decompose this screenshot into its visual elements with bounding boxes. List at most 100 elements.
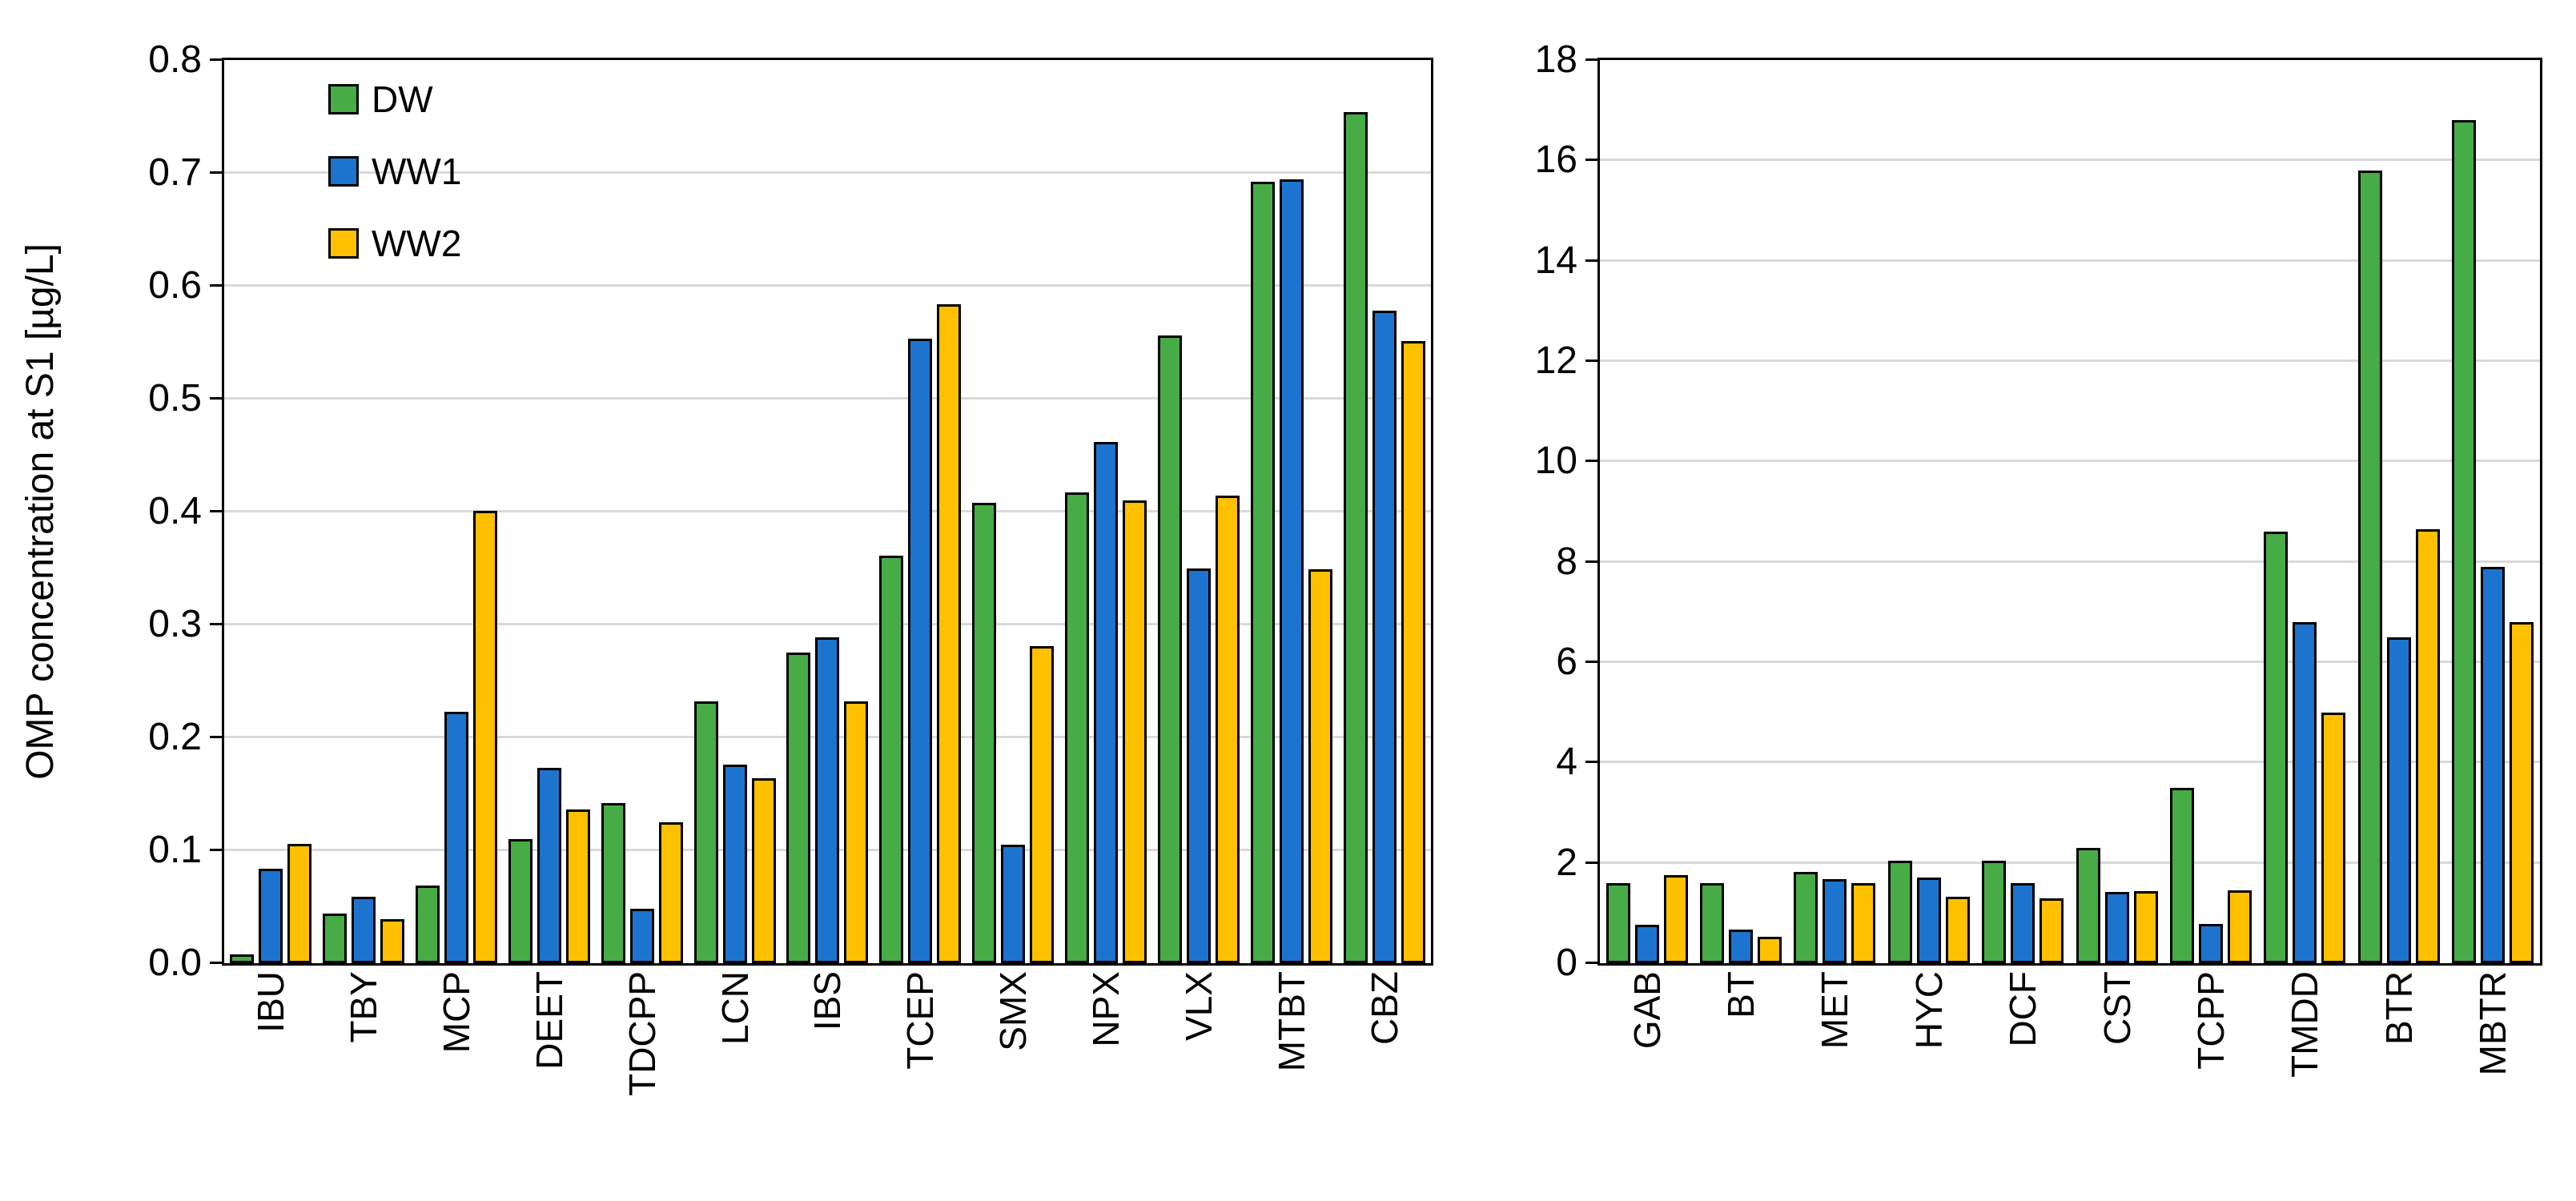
bar-ww1-tmdd [2293,621,2317,963]
bar-group-mbtr [2446,60,2540,963]
bar-ww1-ibs [815,637,840,963]
bar-ww2-vlx [1216,496,1240,963]
y-axis-tick [1585,962,1600,964]
bar-dw-dcf [1982,860,2007,963]
x-label-cell: HYC [1882,971,1975,1199]
left-chart-panel: 0.0 0.1 0.2 0.3 0.4 0.5 0.6 0.7 0.8 IBU TBY MCP DEET… [148,41,1433,1096]
bar-ww2-mbtr [2510,621,2534,963]
gridline [224,510,1431,512]
y-axis-tick [1585,159,1600,162]
x-label-cell: MET [1788,971,1882,1199]
y-axis-tick [210,58,224,61]
y-tick-label: 0.4 [148,490,202,532]
legend-label-dw: DW [372,78,433,120]
x-label-cell: TDCPP [596,971,689,1199]
gridline [224,623,1431,625]
bar-ww1-mcp [444,711,468,963]
bar-ww1-btr [2386,637,2411,963]
x-category-label: MCP [435,971,477,1054]
y-tick-label: 16 [1534,139,1577,182]
bar-group-btr [2352,60,2445,963]
bar-ww1-ibu [258,868,283,963]
x-label-cell: CST [2070,971,2164,1199]
x-label-cell: SMX [967,971,1059,1199]
x-label-cell: TMDD [2258,971,2352,1199]
bar-ww2-gab [1663,875,1688,963]
y-axis-tick [1585,359,1600,363]
bar-ww2-smx [1030,645,1055,963]
x-label-cell: IBU [224,971,317,1199]
gridline [224,171,1431,174]
x-label-cell: BTR [2352,971,2445,1199]
y-axis-tick [1585,861,1600,864]
bar-ww1-dcf [2011,882,2035,963]
legend-swatch-ww2 [328,228,359,259]
y-tick-label: 4 [1556,741,1577,784]
bar-ww2-lcn [751,777,776,963]
y-tick-label: 0.2 [148,716,202,758]
x-label-cell: NPX [1059,971,1152,1199]
x-label-cell: MTBT [1245,971,1338,1199]
bar-ww2-tmdd [2321,712,2346,963]
y-axis-title: OMP concentration at S1 [µg/L] [19,243,62,780]
bar-dw-btr [2357,170,2382,963]
y-axis-tick [210,623,224,625]
bar-ww1-mtbt [1280,179,1304,963]
bar-group-tcpp [2164,60,2257,963]
x-category-label: VLX [1178,971,1220,1041]
x-category-label: SMX [992,971,1035,1051]
bar-ww1-hyc [1916,878,1941,963]
y-axis-tick [1585,460,1600,463]
x-category-label: HYC [1907,971,1950,1050]
y-tick-label: 10 [1534,440,1577,483]
bar-dw-tcpp [2170,787,2195,963]
y-axis-tick [210,849,224,851]
y-axis-tick [210,510,224,512]
y-tick-label: 0.0 [148,942,202,984]
bar-ww2-deet [565,809,590,963]
bar-group-cbz [1338,60,1431,963]
gridline [1600,159,2540,162]
gridline [1600,359,2540,363]
bar-ww2-tcep [937,303,962,963]
bar-group-lcn [689,60,782,963]
legend-label-ww2: WW2 [372,223,462,264]
gridline [1600,560,2540,563]
x-label-cell: GAB [1600,971,1694,1199]
y-axis-tick [210,397,224,400]
x-label-cell: DCF [1976,971,2070,1199]
bar-ww1-vlx [1187,568,1212,963]
x-label-cell: MCP [410,971,503,1199]
bar-dw-mbtr [2452,120,2477,963]
y-tick-label: 0 [1556,942,1577,984]
left-plot-area: 0.0 0.1 0.2 0.3 0.4 0.5 0.6 0.7 0.8 IBU TBY MCP DEET… [148,41,1431,1096]
y-tick-label: 0.3 [148,603,202,645]
y-tick-label: 2 [1556,841,1577,884]
bar-dw-vlx [1158,335,1183,963]
x-label-cell: DEET [503,971,596,1199]
gridline [1600,861,2540,864]
x-category-label: DCF [2002,971,2044,1047]
legend-item-ww1: WW1 [328,153,461,190]
bar-ww2-mtbt [1308,568,1333,963]
x-label-cell: TBY [317,971,410,1199]
bar-dw-cst [2076,847,2100,963]
x-category-label: NPX [1085,971,1127,1047]
bar-dw-gab [1605,882,1630,963]
y-tick-label: 0.1 [148,829,202,871]
bar-ww1-lcn [722,764,747,963]
bar-ww1-gab [1634,924,1659,963]
x-label-cell: LCN [689,971,782,1199]
right-chart-panel: 0 2 4 6 8 10 12 14 16 18 GAB BT MET HYC DCF CST TCPP TMDD… [1535,41,2542,1078]
bar-dw-ibs [786,653,811,963]
bar-ww2-met [1851,882,1876,963]
x-category-label: GAB [1626,971,1668,1050]
y-axis-tick [210,284,224,287]
legend-label-ww1: WW1 [372,151,462,192]
y-tick-label: 14 [1534,239,1577,282]
x-category-label: MTBT [1271,971,1313,1072]
x-category-label: TDCPP [621,971,663,1096]
bar-ww1-tcep [908,339,933,963]
legend-swatch-dw [328,84,359,114]
gridline [1600,460,2540,463]
